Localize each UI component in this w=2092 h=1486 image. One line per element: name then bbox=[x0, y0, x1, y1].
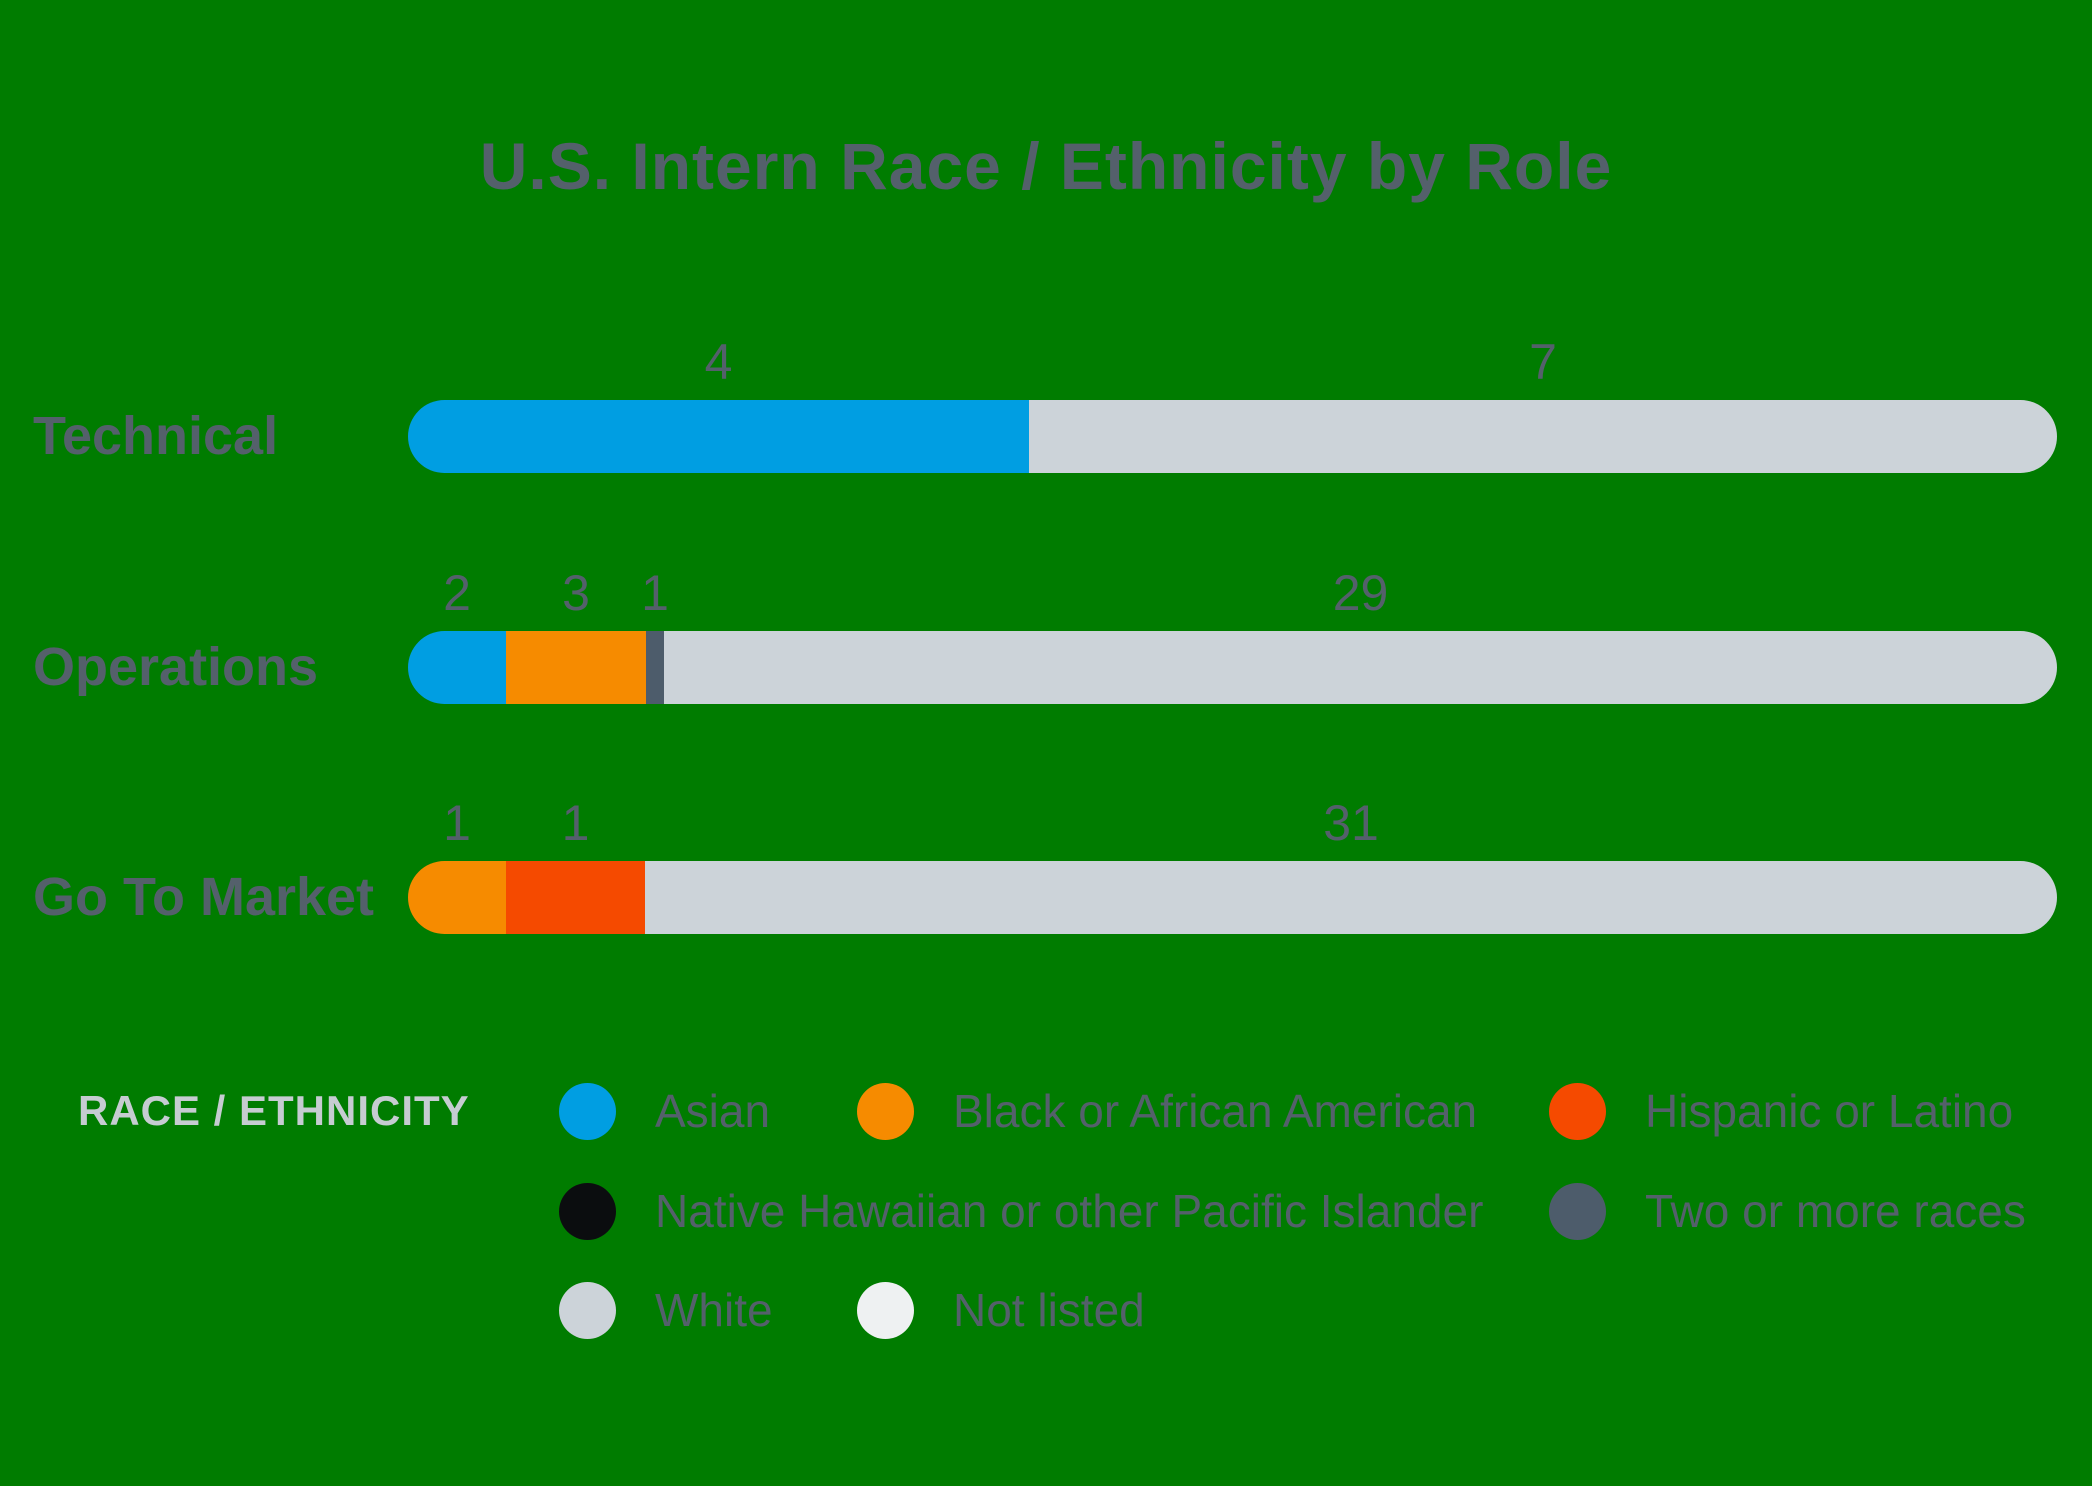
row-label-operations: Operations bbox=[33, 637, 319, 697]
chart-title: U.S. Intern Race / Ethnicity by Role bbox=[479, 129, 1613, 203]
legend-item-not-listed: Not listed bbox=[857, 1281, 1145, 1339]
legend-dot-icon bbox=[1549, 1182, 1606, 1240]
segment-value-label: 1 bbox=[561, 795, 590, 851]
legend-item-label: Not listed bbox=[953, 1284, 1145, 1336]
bar-segment-white bbox=[645, 861, 2057, 934]
bar-operations bbox=[408, 631, 2057, 704]
legend-item-label: Two or more races bbox=[1645, 1185, 2026, 1237]
bar-technical bbox=[408, 400, 2057, 473]
legend-title: RACE / ETHNICITY bbox=[78, 1087, 470, 1134]
segment-value-label: 1 bbox=[641, 565, 669, 621]
legend-item-asian: Asian bbox=[559, 1082, 770, 1140]
segment-value-label: 1 bbox=[443, 795, 471, 851]
legend-item-native-hawaiian-or-other-pacific-islander: Native Hawaiian or other Pacific Islande… bbox=[559, 1182, 1483, 1240]
segment-value-label: 7 bbox=[1529, 334, 1557, 390]
legend-dot-icon bbox=[559, 1082, 616, 1140]
row-label-go-to-market: Go To Market bbox=[33, 867, 375, 927]
legend-dot-icon bbox=[1549, 1082, 1606, 1140]
segment-value-label: 29 bbox=[1332, 565, 1389, 621]
bar-segment-black-or-african-american bbox=[506, 631, 646, 704]
legend-dot-icon bbox=[857, 1082, 914, 1140]
legend-item-label: Black or African American bbox=[953, 1085, 1478, 1137]
segment-value-label: 2 bbox=[443, 565, 471, 621]
bar-segment-two-or-more-races bbox=[646, 631, 664, 704]
legend-item-white: White bbox=[559, 1281, 773, 1339]
row-label-technical: Technical bbox=[33, 406, 279, 466]
legend-item-hispanic-or-latino: Hispanic or Latino bbox=[1549, 1082, 2013, 1140]
legend-dot-icon bbox=[857, 1281, 914, 1339]
bar-segment-white bbox=[1029, 400, 2057, 473]
bar-segment-hispanic-or-latino bbox=[506, 861, 645, 934]
bar-segment-asian bbox=[408, 631, 506, 704]
legend-item-label: Native Hawaiian or other Pacific Islande… bbox=[655, 1185, 1484, 1237]
legend-item-two-or-more-races: Two or more races bbox=[1549, 1182, 2026, 1240]
legend-item-label: Hispanic or Latino bbox=[1645, 1085, 2014, 1137]
legend-item-label: White bbox=[655, 1284, 773, 1336]
bar-segment-black-or-african-american bbox=[408, 861, 506, 934]
bar-segment-asian bbox=[408, 400, 1029, 473]
legend-dot-icon bbox=[559, 1281, 616, 1339]
segment-value-label: 31 bbox=[1323, 795, 1379, 851]
legend-dot-icon bbox=[559, 1182, 616, 1240]
segment-value-label: 4 bbox=[704, 334, 733, 390]
legend-item-black-or-african-american: Black or African American bbox=[857, 1082, 1477, 1140]
bar-go-to-market bbox=[408, 861, 2057, 934]
segment-value-label: 3 bbox=[562, 565, 590, 621]
legend-item-label: Asian bbox=[655, 1085, 771, 1137]
bar-segment-white bbox=[664, 631, 2057, 704]
